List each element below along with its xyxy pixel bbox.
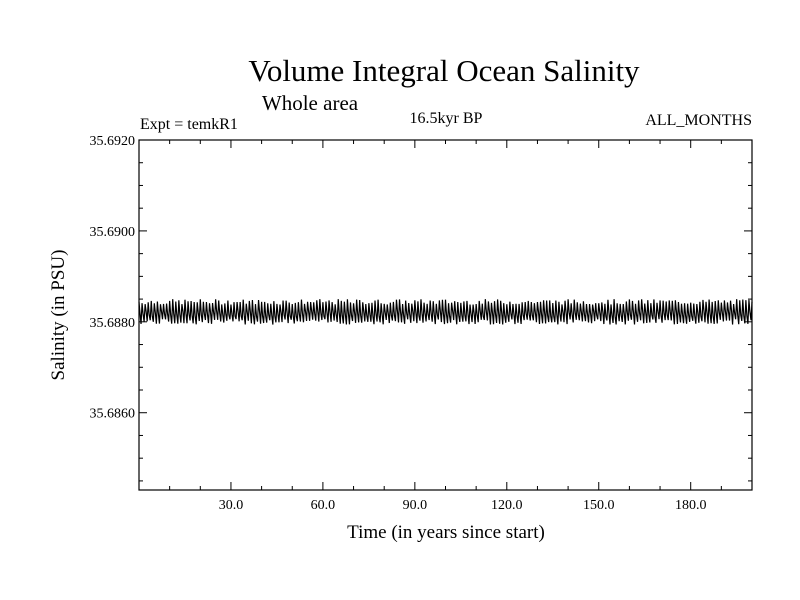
x-tick-label: 60.0 (311, 498, 336, 513)
experiment-label: Expt = temkR1 (140, 116, 238, 133)
x-tick-label: 150.0 (583, 498, 615, 513)
axis-ticks (139, 139, 752, 490)
y-tick-label: 35.6860 (90, 407, 136, 422)
chart-subtitle: Whole area (262, 91, 359, 115)
salinity-series-line (138, 299, 753, 325)
x-tick-label: 180.0 (675, 498, 707, 513)
x-axis-label: Time (in years since start) (347, 522, 545, 543)
months-label: ALL_MONTHS (645, 112, 752, 129)
chart-title: Volume Integral Ocean Salinity (248, 53, 640, 88)
x-tick-label: 90.0 (403, 498, 428, 513)
y-tick-labels: 35.6920 35.6900 35.6880 35.6860 (90, 134, 136, 422)
x-tick-label: 120.0 (491, 498, 523, 513)
y-tick-label: 35.6920 (90, 134, 136, 149)
y-tick-label: 35.6880 (90, 316, 136, 331)
x-tick-label: 30.0 (219, 498, 244, 513)
y-axis-label: Salinity (in PSU) (48, 250, 69, 381)
period-label: 16.5kyr BP (410, 110, 483, 127)
plot-frame (138, 139, 753, 491)
y-tick-label: 35.6900 (90, 225, 136, 240)
x-tick-labels: 30.0 60.0 90.0 120.0 150.0 180.0 (219, 498, 707, 513)
